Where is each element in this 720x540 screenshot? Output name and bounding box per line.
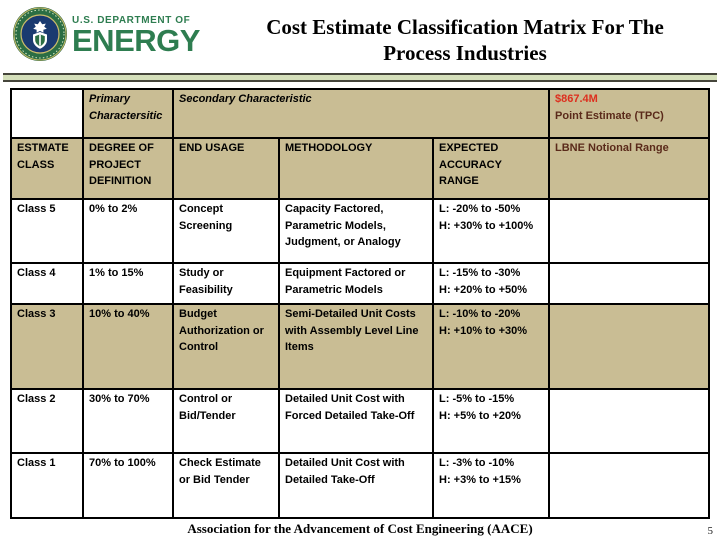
cell-definition: 30% to 70% (82, 388, 174, 454)
cell-accuracy: L: -20% to -50% H: +30% to +100% (431, 198, 551, 264)
cell-accuracy: L: -10% to -20% H: +10% to +30% (431, 303, 551, 390)
cell-definition: 0% to 2% (82, 198, 174, 264)
cell-end-usage: Concept Screening (172, 198, 280, 264)
footer-attribution: Association for the Advancement of Cost … (187, 521, 533, 536)
doe-logo: U.S. DEPARTMENT OF ENERGY (12, 6, 220, 66)
cell-methodology: Equipment Factored or Parametric Models (278, 262, 434, 305)
cell-methodology: Semi-Detailed Unit Costs with Assembly L… (278, 303, 434, 390)
slide-title-line1: Cost Estimate Classification Matrix For … (266, 15, 664, 39)
cell-end-usage: Study or Feasibility (172, 262, 280, 305)
cell-methodology: Detailed Unit Cost with Forced Detailed … (278, 388, 434, 454)
accuracy-low: L: -20% to -50% (439, 203, 521, 215)
cell-end-usage: Control or Bid/Tender (172, 388, 280, 454)
accuracy-high: H: +3% to +15% (439, 473, 521, 486)
cell-lbne-range (548, 452, 711, 519)
cell-end-usage: Check Estimate or Bid Tender (172, 452, 280, 519)
cell-methodology: Capacity Factored, Parametric Models, Ju… (278, 198, 434, 264)
cell-lbne-range (548, 303, 711, 390)
col-header-expected-accuracy: EXPECTED ACCURACY RANGE (431, 137, 551, 200)
accuracy-high: H: +20% to +50% (439, 283, 528, 296)
cell-definition: 1% to 15% (82, 262, 174, 305)
col-header-methodology: METHODOLOGY (278, 137, 434, 200)
doe-energy-wordmark: ENERGY (72, 23, 200, 58)
accuracy-low: L: -10% to -20% (439, 308, 521, 320)
doe-dept-line: U.S. DEPARTMENT OF (72, 15, 191, 26)
slide-title: Cost Estimate Classification Matrix For … (220, 14, 710, 66)
page-number: 5 (707, 525, 714, 537)
cell-definition: 70% to 100% (82, 452, 174, 519)
col-header-estimate-class: ESTMATE CLASS (10, 137, 84, 200)
doe-logo-text: U.S. DEPARTMENT OF ENERGY (72, 15, 200, 58)
cell-accuracy: L: -15% to -30% H: +20% to +50% (431, 262, 551, 305)
doe-seal-icon (13, 7, 67, 61)
slide-header: U.S. DEPARTMENT OF ENERGY Cost Estimate … (12, 6, 710, 66)
header-divider-bar (3, 73, 717, 82)
col-header-degree-of-definition: DEGREE OF PROJECT DEFINITION (82, 137, 174, 200)
accuracy-low: L: -15% to -30% (439, 267, 521, 279)
cell-class-label: Class 4 (10, 262, 84, 305)
table-row-class-3-highlighted: Class 3 10% to 40% Budget Authorization … (10, 303, 711, 390)
point-estimate-value: $867.4M (555, 93, 598, 105)
cell-accuracy: L: -3% to -10% H: +3% to +15% (431, 452, 551, 519)
accuracy-low: L: -3% to -10% (439, 457, 515, 469)
blank-corner-cell (10, 88, 84, 139)
cell-class-label: Class 2 (10, 388, 84, 454)
cell-end-usage: Budget Authorization or Control (172, 303, 280, 390)
point-estimate-label: Point Estimate (TPC) (555, 109, 664, 122)
secondary-characteristic-header: Secondary Characteristic (171, 88, 551, 139)
cell-lbne-range (548, 198, 711, 264)
accuracy-high: H: +5% to +20% (439, 409, 521, 422)
accuracy-low: L: -5% to -15% (439, 393, 515, 405)
primary-characteristic-header: Primary Charactersitic (82, 88, 174, 139)
table-row-class-1: Class 1 70% to 100% Check Estimate or Bi… (10, 452, 711, 519)
col-header-lbne-notional-range: LBNE Notional Range (548, 137, 711, 200)
cell-accuracy: L: -5% to -15% H: +5% to +20% (431, 388, 551, 454)
slide-title-line2: Process Industries (383, 41, 547, 65)
accuracy-high: H: +10% to +30% (439, 324, 528, 337)
cell-lbne-range (548, 388, 711, 454)
point-estimate-header: $867.4M Point Estimate (TPC) (548, 88, 711, 139)
table-row-class-5: Class 5 0% to 2% Concept Screening Capac… (10, 198, 711, 264)
col-header-end-usage: END USAGE (172, 137, 280, 200)
table-row-class-4: Class 4 1% to 15% Study or Feasibility E… (10, 262, 711, 305)
cell-class-label: Class 3 (10, 303, 84, 390)
classification-matrix-table: Primary Charactersitic Secondary Charact… (10, 88, 711, 519)
table-row-class-2: Class 2 30% to 70% Control or Bid/Tender… (10, 388, 711, 454)
cell-class-label: Class 1 (10, 452, 84, 519)
cell-lbne-range (548, 262, 711, 305)
cell-class-label: Class 5 (10, 198, 84, 264)
cell-definition: 10% to 40% (82, 303, 174, 390)
cell-methodology: Detailed Unit Cost with Detailed Take-Of… (278, 452, 434, 519)
accuracy-high: H: +30% to +100% (439, 219, 534, 232)
